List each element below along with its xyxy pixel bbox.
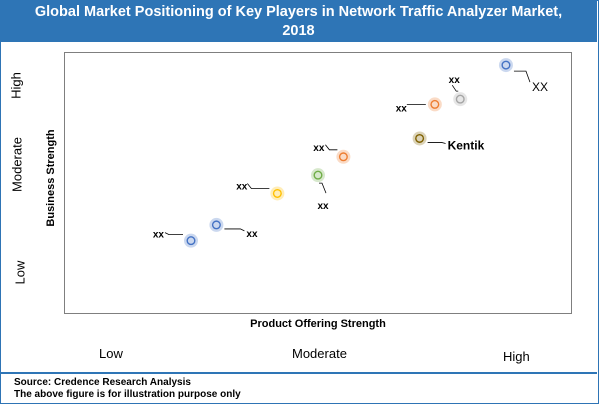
scatter-point: xx: [153, 230, 198, 248]
scatter-point-halo: [270, 186, 285, 201]
scatter-point: xx: [449, 75, 468, 107]
point-label: xx: [246, 229, 258, 240]
scatter-point-marker: [313, 170, 323, 180]
scatter-point-halo: [427, 97, 442, 112]
scatter-point-halo: [184, 233, 198, 248]
scatter-point-marker: [211, 220, 221, 230]
point-label: Kentik: [448, 138, 485, 152]
point-label: xx: [449, 75, 461, 86]
scatter-point: Kentik: [412, 131, 485, 152]
scatter-point-halo: [311, 168, 325, 183]
scatter-point-marker: [501, 60, 511, 70]
x-axis-title: Product Offering Strength: [250, 318, 386, 330]
point-callout-line: [427, 142, 446, 144]
point-callout-line: [325, 144, 338, 151]
point-label: XX: [532, 80, 548, 94]
x-category-low: Low: [99, 346, 123, 361]
scatter-point-marker: [186, 236, 196, 246]
chart-title: Global Market Positioning of Key Players…: [0, 0, 597, 42]
point-callout-line: [224, 228, 245, 232]
scatter-point: xx: [236, 181, 285, 201]
scatter-point-marker: [430, 99, 440, 109]
plot-area: [64, 52, 572, 314]
scatter-point: xx: [311, 168, 329, 212]
source-note: Source: Credence Research Analysis: [14, 377, 191, 388]
scatter-point: xx: [313, 143, 351, 164]
scatter-point-marker: [455, 94, 465, 104]
point-callout-line: [319, 182, 327, 194]
scatter-point-halo: [453, 92, 468, 107]
disclaimer-note: The above figure is for illustration pur…: [14, 388, 241, 400]
point-callout-line: [513, 70, 531, 83]
point-label: xx: [317, 201, 329, 212]
scatter-point-marker: [415, 133, 425, 143]
scatter-point-halo: [336, 149, 351, 164]
point-label: xx: [153, 230, 165, 241]
chart-title-line2: 2018: [282, 23, 315, 39]
point-callout-line: [247, 183, 270, 189]
x-category-moderate: Moderate: [292, 346, 347, 361]
point-callout-line: [451, 84, 459, 92]
point-label: xx: [313, 143, 325, 154]
footer: Source: Credence Research Analysis The a…: [0, 372, 597, 400]
scatter-point: XX: [498, 58, 548, 94]
x-category-high: High: [503, 349, 530, 364]
scatter-point-halo: [498, 58, 513, 73]
scatter-point-marker: [338, 152, 348, 162]
scatter-point-marker: [272, 188, 282, 198]
scatter-point: xx: [396, 97, 442, 114]
scatter-point: xx: [209, 217, 258, 240]
scatter-point-halo: [209, 217, 224, 232]
point-label: xx: [396, 103, 408, 114]
chart-title-line1: Global Market Positioning of Key Players…: [34, 4, 563, 20]
scatter-point-halo: [412, 131, 427, 146]
point-callout-line: [164, 232, 183, 236]
point-label: xx: [236, 181, 248, 192]
